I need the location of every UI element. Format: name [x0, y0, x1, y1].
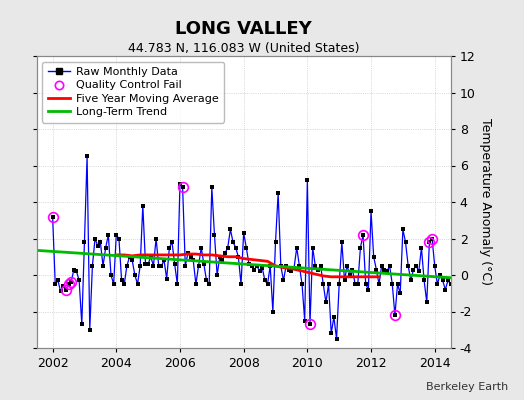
Text: 44.783 N, 116.083 W (United States): 44.783 N, 116.083 W (United States): [128, 42, 359, 55]
Text: Berkeley Earth: Berkeley Earth: [426, 382, 508, 392]
Y-axis label: Temperature Anomaly (°C): Temperature Anomaly (°C): [479, 118, 492, 286]
Legend: Raw Monthly Data, Quality Control Fail, Five Year Moving Average, Long-Term Tren: Raw Monthly Data, Quality Control Fail, …: [42, 62, 224, 123]
Text: LONG VALLEY: LONG VALLEY: [176, 20, 312, 38]
